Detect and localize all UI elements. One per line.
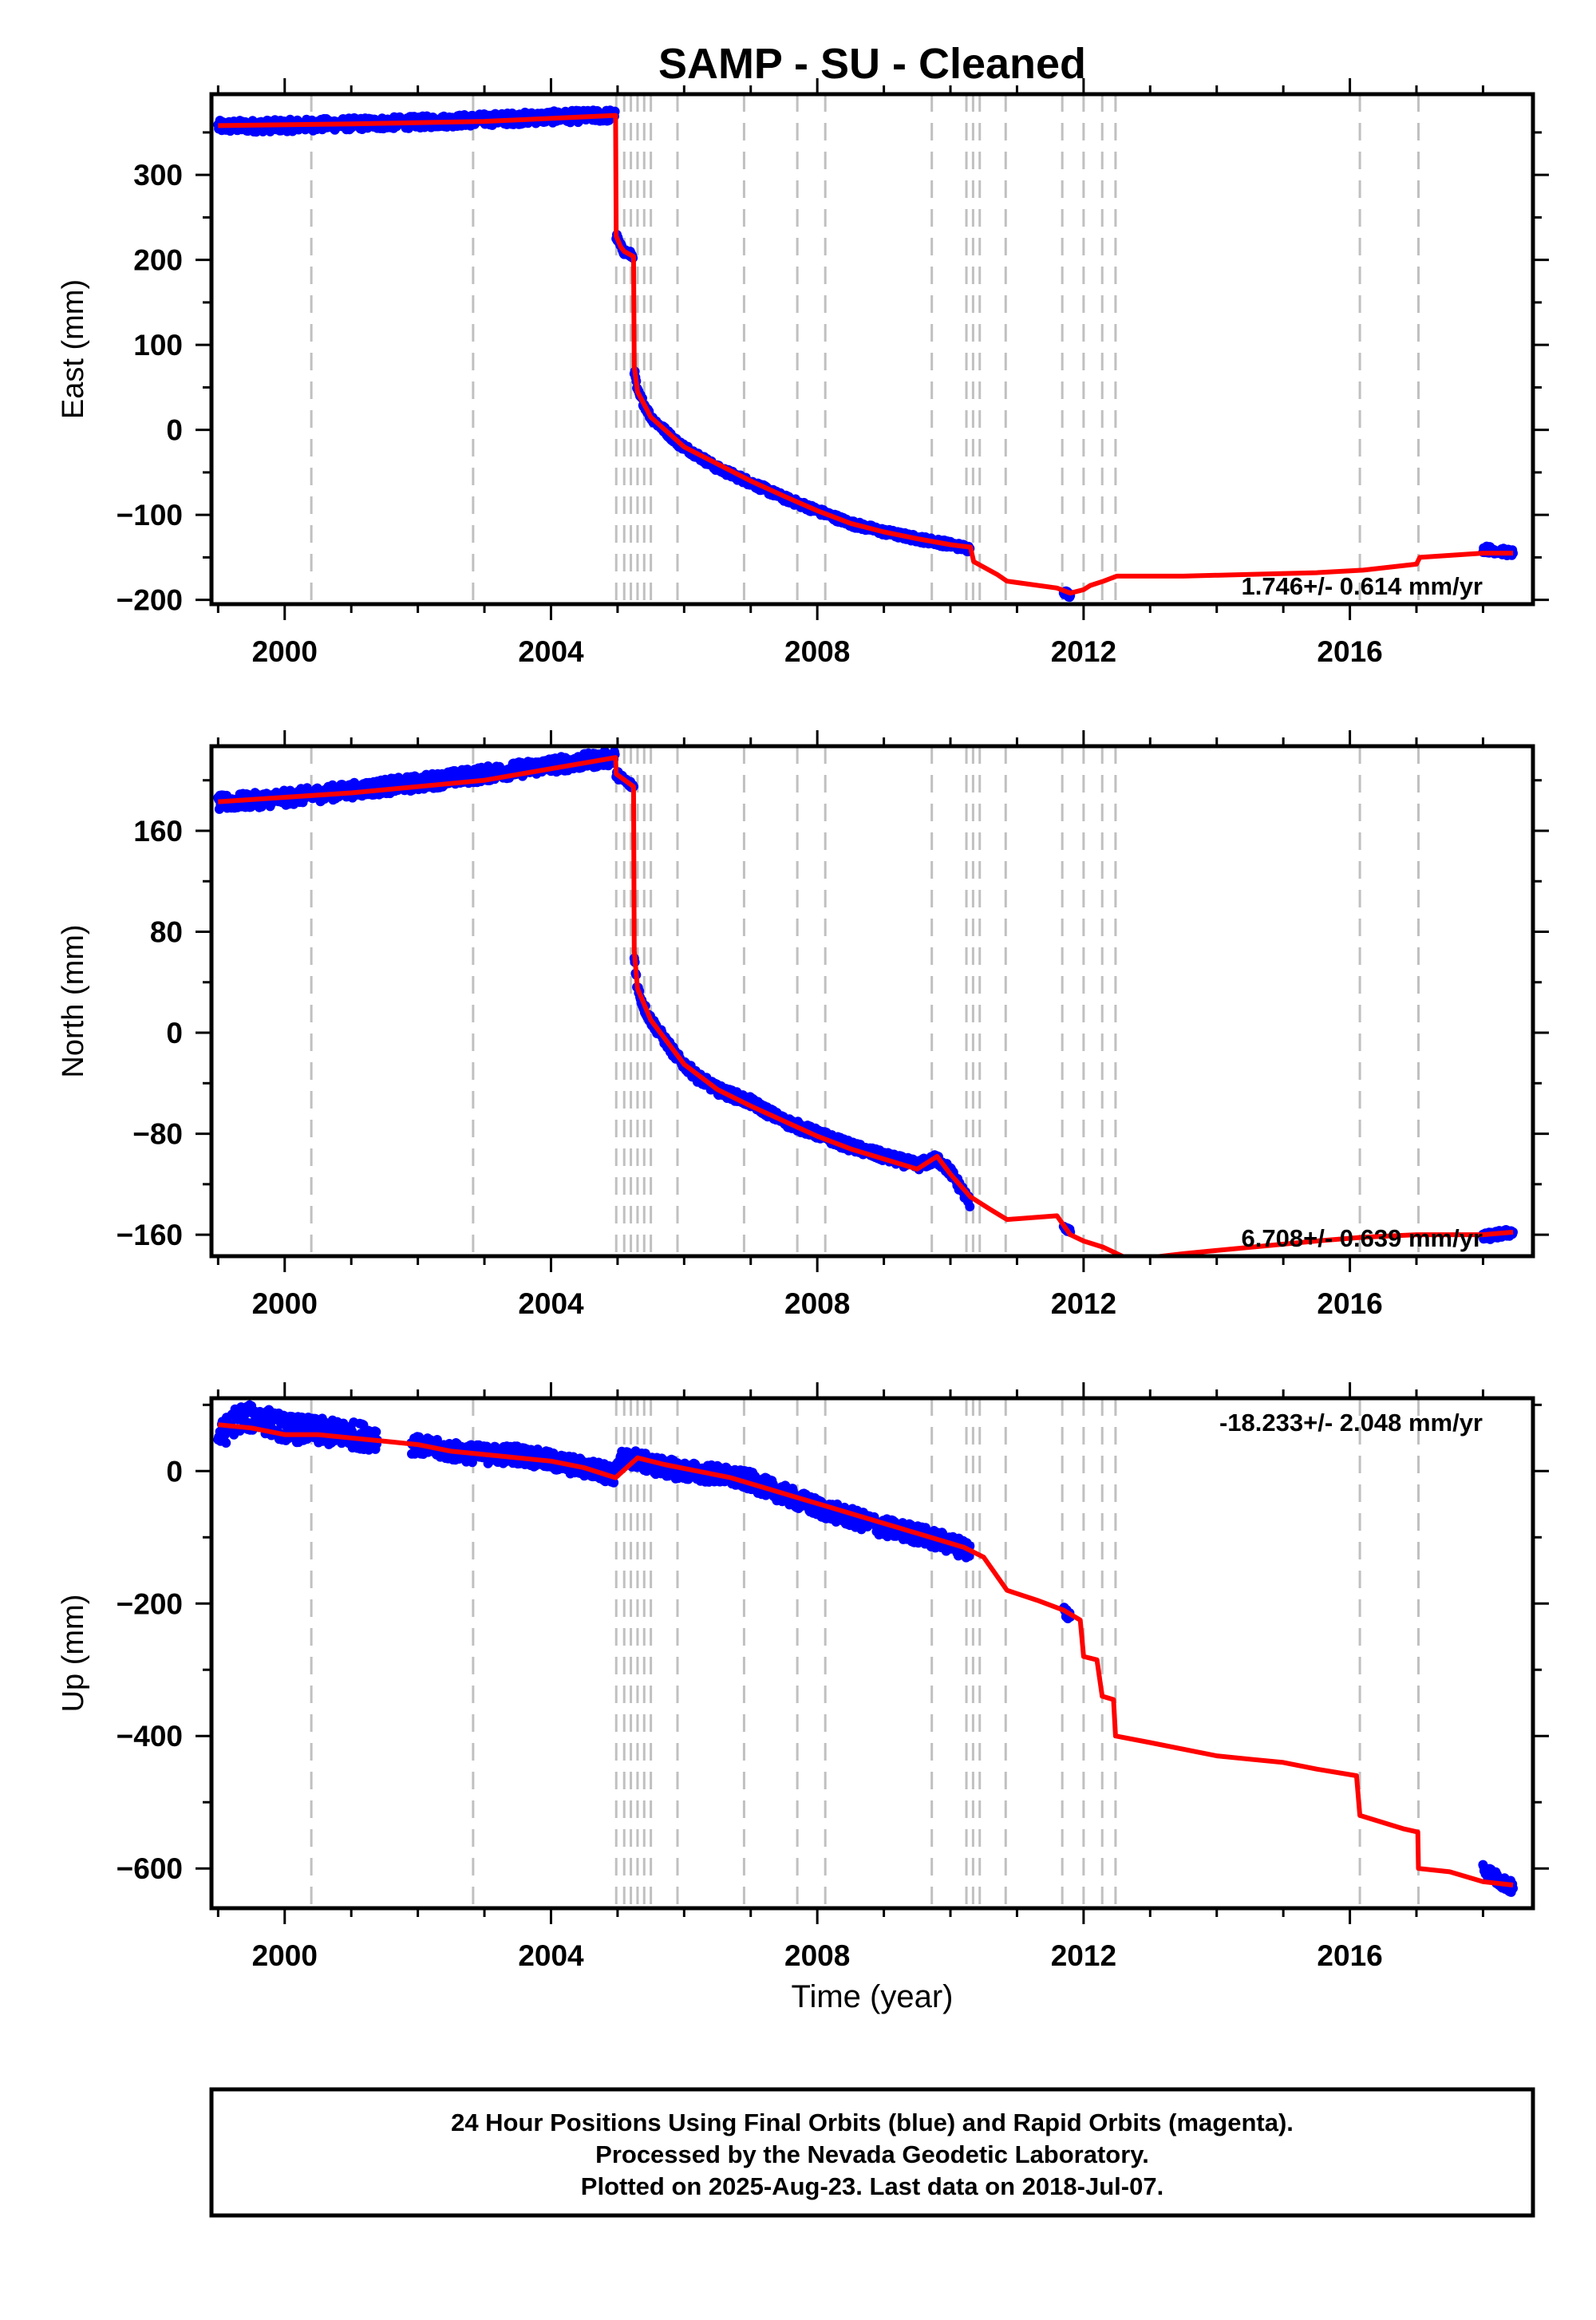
y-tick-label: 0 <box>166 1455 183 1488</box>
y-tick-label: 300 <box>133 159 183 192</box>
x-tick-label: 2008 <box>784 1287 850 1320</box>
x-tick-label: 2000 <box>252 1287 318 1320</box>
x-tick-label: 2012 <box>1051 1287 1116 1320</box>
rate-label-north: 6.708+/- 0.639 mm/yr <box>1242 1224 1483 1252</box>
y-tick-label: −400 <box>117 1720 183 1753</box>
x-tick-label: 2000 <box>252 1939 318 1972</box>
data-point <box>760 1490 771 1500</box>
model-line-north <box>218 755 1514 1256</box>
y-tick-label: 160 <box>133 815 183 848</box>
data-point <box>221 1438 231 1448</box>
x-tick-label: 2016 <box>1317 1939 1382 1972</box>
x-tick-label: 2012 <box>1051 1939 1116 1972</box>
data-point <box>482 1441 492 1452</box>
y-tick-label: 200 <box>133 244 183 277</box>
panel-north: 2000 2004 2008 2012 2016 160 80 0 −80 −160 North (… <box>57 730 1549 1320</box>
panel-up: 2000 2004 2008 2012 2016 0 −200 −400 −600 Up (mm)… <box>57 1382 1549 1972</box>
y-axis-label-east: East (mm) <box>57 279 90 419</box>
y-tick-label: 0 <box>166 1017 183 1049</box>
model-line-up <box>218 1422 1514 1887</box>
panel-east: 2000 2004 2008 2012 2016 300 200 100 0 −100 −200 Ea… <box>57 78 1549 668</box>
plot-area-north <box>213 746 1518 1256</box>
y-axis-label-up: Up (mm) <box>57 1595 90 1713</box>
data-point <box>965 1201 975 1211</box>
footer-box: 24 Hour Positions Using Final Orbits (bl… <box>209 2087 1535 2218</box>
panels: 2000 2004 2008 2012 2016 300 200 100 0 −100 −200 Ea… <box>57 78 1549 1972</box>
plot-area-up <box>213 1398 1518 1908</box>
x-tick-label: 2004 <box>518 1939 584 1972</box>
footer-line-1: 24 Hour Positions Using Final Orbits (bl… <box>451 2109 1294 2136</box>
footer-line-3: Plotted on 2025-Aug-23. Last data on 201… <box>581 2172 1163 2200</box>
x-tick-label: 2016 <box>1317 635 1382 668</box>
x-tick-label: 2004 <box>518 1287 584 1320</box>
y-tick-label: −200 <box>117 584 183 617</box>
rate-label-east: 1.746+/- 0.614 mm/yr <box>1242 572 1483 600</box>
x-axis-label: Time (year) <box>792 1979 954 2014</box>
y-tick-label: −160 <box>117 1219 183 1251</box>
data-point <box>371 1427 381 1437</box>
y-tick-label: 0 <box>166 414 183 447</box>
rate-label-up: -18.233+/- 2.048 mm/yr <box>1219 1409 1483 1437</box>
model-line-east <box>218 113 1513 596</box>
y-axis-label-north: North (mm) <box>57 924 90 1077</box>
observations-north <box>213 746 1518 1244</box>
x-tick-label: 2012 <box>1051 635 1116 668</box>
y-tick-label: −600 <box>117 1852 183 1885</box>
figure-title: SAMP - SU - Cleaned <box>658 40 1086 88</box>
x-tick-label: 2004 <box>518 635 584 668</box>
y-tick-label: 80 <box>150 916 183 949</box>
x-tick-label: 2000 <box>252 635 318 668</box>
x-tick-label: 2008 <box>784 635 850 668</box>
plot-frame-north <box>209 744 1535 1259</box>
data-point <box>609 1477 619 1488</box>
plot-area-east <box>213 94 1518 604</box>
y-tick-label: −200 <box>117 1587 183 1620</box>
footer-line-2: Processed by the Nevada Geodetic Laborat… <box>595 2140 1149 2168</box>
x-tick-label: 2008 <box>784 1939 850 1972</box>
y-tick-label: −80 <box>132 1118 183 1151</box>
y-tick-label: 100 <box>133 329 183 362</box>
plot-frame-east <box>209 92 1535 607</box>
observations-up <box>213 1400 1518 1897</box>
plot-frame-up <box>209 1396 1535 1911</box>
x-tick-label: 2016 <box>1317 1287 1382 1320</box>
y-tick-label: −100 <box>117 499 183 532</box>
